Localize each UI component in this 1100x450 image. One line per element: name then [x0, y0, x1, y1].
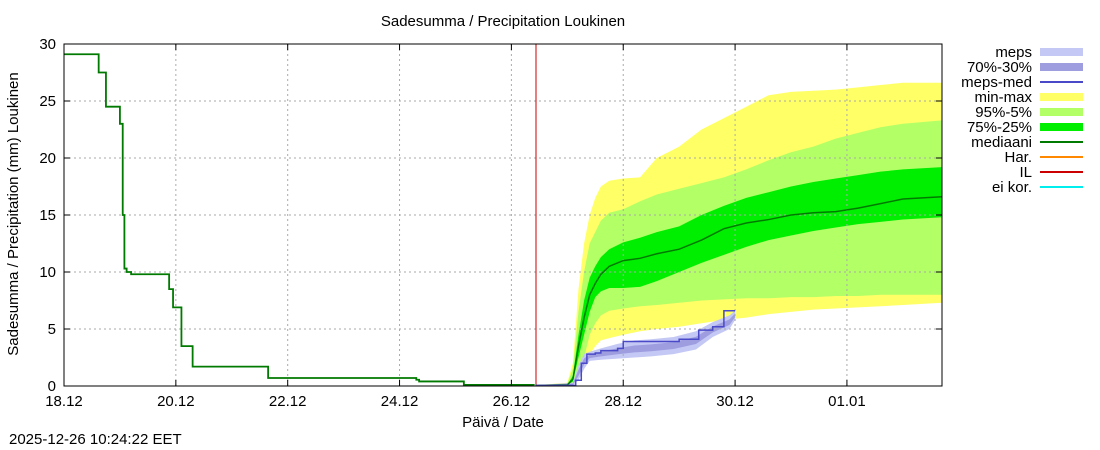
legend-swatch — [1040, 48, 1083, 56]
legend-swatch — [1040, 93, 1083, 101]
legend-label: 95%-5% — [975, 104, 1032, 121]
legend-label: IL — [1019, 164, 1032, 181]
meps-med-line — [535, 310, 736, 387]
y-tick-label: 10 — [39, 264, 56, 281]
observed-line — [64, 53, 535, 386]
y-tick-label: 5 — [48, 321, 56, 338]
x-axis-label: Päivä / Date — [462, 414, 544, 431]
chart-title: Sadesumma / Precipitation Loukinen — [381, 13, 625, 30]
legend-label: min-max — [974, 89, 1032, 106]
y-tick-label: 25 — [39, 93, 56, 110]
legend-label: meps-med — [961, 74, 1032, 91]
band-75-25 — [535, 167, 942, 386]
legend-label: ei kor. — [992, 179, 1032, 196]
x-tick-label: 01.01 — [828, 393, 866, 410]
x-tick-label: 30.12 — [716, 393, 754, 410]
chart-legend: meps70%-30%meps-medmin-max95%-5%75%-25%m… — [961, 44, 1083, 196]
y-tick-label: 0 — [48, 378, 56, 395]
y-axis-label: Sadesumma / Precipitation (mm) Loukinen — [5, 72, 22, 355]
legend-label: Har. — [1004, 149, 1032, 166]
legend-label: 75%-25% — [967, 119, 1032, 136]
legend-label: 70%-30% — [967, 59, 1032, 76]
x-tick-label: 28.12 — [604, 393, 642, 410]
legend-swatch — [1040, 123, 1083, 131]
legend-label: meps — [995, 44, 1032, 61]
mediaani-line — [535, 196, 943, 387]
y-tick-label: 20 — [39, 150, 56, 167]
x-tick-label: 18.12 — [45, 393, 83, 410]
legend-label: mediaani — [971, 134, 1032, 151]
x-tick-label: 22.12 — [269, 393, 307, 410]
y-tick-label: 30 — [39, 36, 56, 53]
x-tick-label: 20.12 — [157, 393, 195, 410]
band-meps-70-30 — [535, 313, 736, 386]
y-tick-label: 15 — [39, 207, 56, 224]
x-tick-label: 24.12 — [381, 393, 419, 410]
legend-swatch — [1040, 108, 1083, 116]
x-tick-label: 26.12 — [493, 393, 531, 410]
legend-swatch — [1040, 63, 1083, 71]
timestamp: 2025-12-26 10:24:22 EET — [9, 431, 182, 448]
